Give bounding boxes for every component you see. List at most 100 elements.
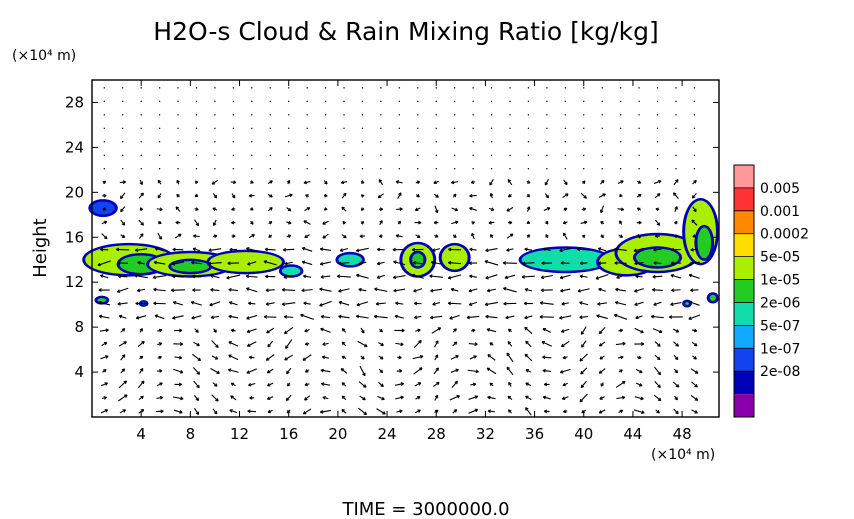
wind-vector-head	[196, 384, 200, 389]
wind-vector-head	[213, 234, 218, 239]
wind-vector	[267, 368, 274, 374]
wind-vector	[320, 315, 331, 319]
wind-vector-head	[657, 343, 661, 347]
wind-vector-head	[691, 194, 696, 199]
vector-dot	[343, 100, 345, 103]
cloud-region	[281, 266, 301, 276]
wind-vector-head	[376, 247, 381, 252]
vector-dot	[361, 87, 364, 89]
vector-dot	[380, 100, 382, 103]
wind-vector	[653, 248, 662, 251]
wind-vector-head	[540, 275, 545, 280]
wind-vector-head	[395, 234, 400, 238]
colorbar-label: 2e-08	[760, 364, 800, 380]
wind-vector-head	[474, 395, 479, 399]
vector-dot	[453, 100, 456, 103]
wind-vector-head	[304, 397, 308, 401]
wind-vector-head	[118, 314, 123, 319]
wind-vector	[341, 192, 347, 199]
wind-vector	[156, 396, 163, 399]
vector-dot	[195, 100, 198, 103]
wind-vector	[651, 315, 664, 319]
vector-dot	[158, 168, 161, 170]
wind-vector	[137, 340, 145, 347]
wind-vector-head	[178, 355, 183, 360]
wind-vector	[672, 328, 680, 333]
wind-vector-head	[413, 315, 418, 320]
wind-vector-head	[509, 220, 513, 225]
wind-vector-head	[582, 207, 587, 212]
wind-vector-head	[504, 275, 509, 280]
wind-vector	[212, 408, 218, 415]
wind-vector-head	[319, 410, 324, 414]
wind-vector-head	[227, 368, 232, 373]
vector-dot	[417, 141, 419, 143]
wind-vector-head	[417, 328, 421, 333]
wind-vector	[560, 288, 571, 292]
wind-vector-head	[246, 370, 250, 374]
wind-vector	[319, 288, 332, 292]
wind-vector-head	[650, 314, 655, 319]
wind-vector-head	[193, 234, 197, 238]
wind-vector-head	[104, 409, 109, 413]
wind-vector-head	[400, 382, 404, 386]
wind-vector-head	[196, 371, 201, 375]
wind-vector-head	[600, 221, 604, 225]
vector-dot	[546, 100, 548, 103]
vector-dot	[324, 127, 327, 130]
x-axis-unit: (×10⁴ m)	[651, 447, 715, 463]
vector-dot	[472, 100, 474, 103]
wind-vector-head	[172, 247, 176, 252]
wind-vector-head	[675, 329, 680, 333]
cloud-region	[338, 254, 362, 266]
wind-vector	[303, 408, 312, 415]
wind-vector	[635, 382, 643, 387]
vector-dot	[693, 127, 696, 130]
wind-vector-head	[634, 289, 638, 293]
wind-vector	[98, 301, 111, 306]
wind-vector	[208, 261, 222, 265]
vector-dot	[158, 114, 161, 116]
wind-vector-head	[471, 221, 475, 225]
wind-vector	[358, 261, 367, 265]
wind-vector-head	[320, 275, 324, 279]
wind-vector-head	[246, 329, 251, 334]
wind-vector-head	[487, 409, 492, 414]
wind-vector-head	[323, 207, 328, 211]
wind-vector	[671, 289, 681, 291]
vector-dot	[140, 127, 142, 130]
vector-dot	[251, 141, 253, 143]
wind-vector	[266, 354, 275, 361]
wind-vector-head	[248, 193, 253, 198]
wind-vector-head	[172, 274, 176, 279]
wind-vector-head	[540, 288, 544, 293]
wind-vector-head	[490, 207, 495, 212]
vector-dot	[546, 154, 548, 156]
wind-vector	[302, 247, 313, 252]
wind-vector-head	[468, 261, 472, 265]
wind-vector-head	[134, 274, 138, 278]
vector-dot	[453, 154, 456, 156]
vector-dot	[638, 127, 640, 130]
wind-vector-head	[364, 343, 368, 348]
wind-vector-head	[227, 261, 231, 266]
wind-vector	[229, 301, 238, 306]
wind-vector-head	[414, 207, 419, 212]
wind-vector-head	[597, 302, 601, 306]
wind-vector-head	[484, 260, 489, 264]
wind-vector-head	[175, 206, 180, 210]
wind-vector	[614, 314, 628, 320]
wind-vector-head	[135, 315, 140, 320]
wind-vector-head	[153, 301, 157, 306]
vector-dot	[306, 154, 308, 156]
wind-vector-head	[541, 341, 546, 345]
x-tick-label: 20	[328, 425, 347, 443]
wind-vector-head	[489, 193, 494, 197]
wind-vector	[487, 354, 496, 361]
wind-vector-head	[251, 234, 255, 238]
wind-vector	[469, 207, 477, 211]
wind-vector-head	[341, 328, 346, 332]
wind-vector-head	[103, 193, 107, 198]
wind-vector-head	[269, 194, 273, 198]
wind-vector	[563, 232, 568, 240]
